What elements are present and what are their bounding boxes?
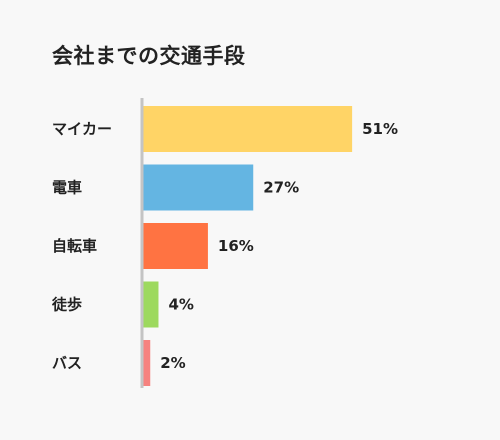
- bar-2: [142, 223, 208, 269]
- category-label-1: 電車: [52, 179, 82, 197]
- bar-3: [142, 281, 159, 328]
- value-label-1: 27%: [263, 179, 299, 197]
- value-label-0: 51%: [362, 120, 398, 138]
- value-label-3: 4%: [168, 296, 193, 314]
- bar-4: [142, 340, 151, 386]
- category-label-2: 自転車: [52, 237, 97, 255]
- bar-1: [142, 164, 254, 211]
- value-label-4: 2%: [160, 354, 185, 372]
- bar-0: [142, 106, 353, 152]
- value-label-2: 16%: [218, 237, 254, 255]
- chart-title: 会社までの交通手段: [52, 44, 246, 68]
- category-label-0: マイカー: [52, 120, 112, 138]
- category-label-3: 徒歩: [51, 296, 82, 314]
- category-label-4: バス: [52, 354, 82, 372]
